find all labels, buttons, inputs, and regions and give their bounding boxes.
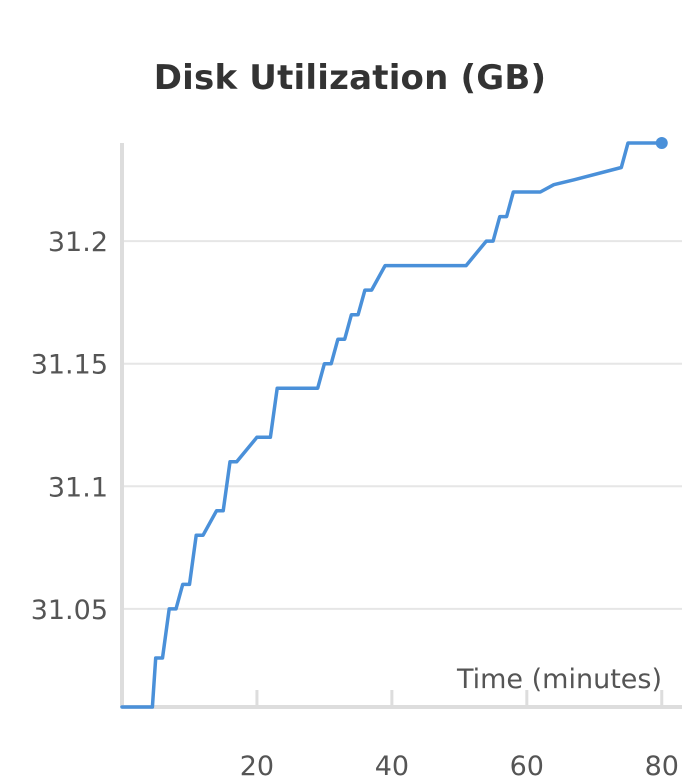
x-axis-title: Time (minutes) bbox=[456, 664, 662, 695]
grid-layer bbox=[122, 240, 682, 610]
y-tick-label: 31.1 bbox=[48, 472, 108, 503]
series-endpoint-marker bbox=[655, 137, 668, 149]
series-layer bbox=[120, 137, 668, 709]
axis-layer bbox=[120, 143, 682, 709]
x-tick-label: 40 bbox=[375, 751, 409, 782]
x-tick-label: 20 bbox=[240, 751, 274, 782]
chart-title: Disk Utilization (GB) bbox=[153, 58, 547, 98]
x-tick-label: 80 bbox=[645, 751, 679, 782]
y-tick-label: 31.2 bbox=[48, 227, 108, 258]
series-line bbox=[120, 141, 664, 709]
x-tick-label: 60 bbox=[510, 751, 544, 782]
y-tick-label: 31.05 bbox=[31, 595, 108, 626]
y-tick-label: 31.15 bbox=[31, 350, 108, 381]
label-layer: Time (minutes) 31.05 31.1 31.15 31.2 20 40 60 8… bbox=[31, 227, 679, 782]
